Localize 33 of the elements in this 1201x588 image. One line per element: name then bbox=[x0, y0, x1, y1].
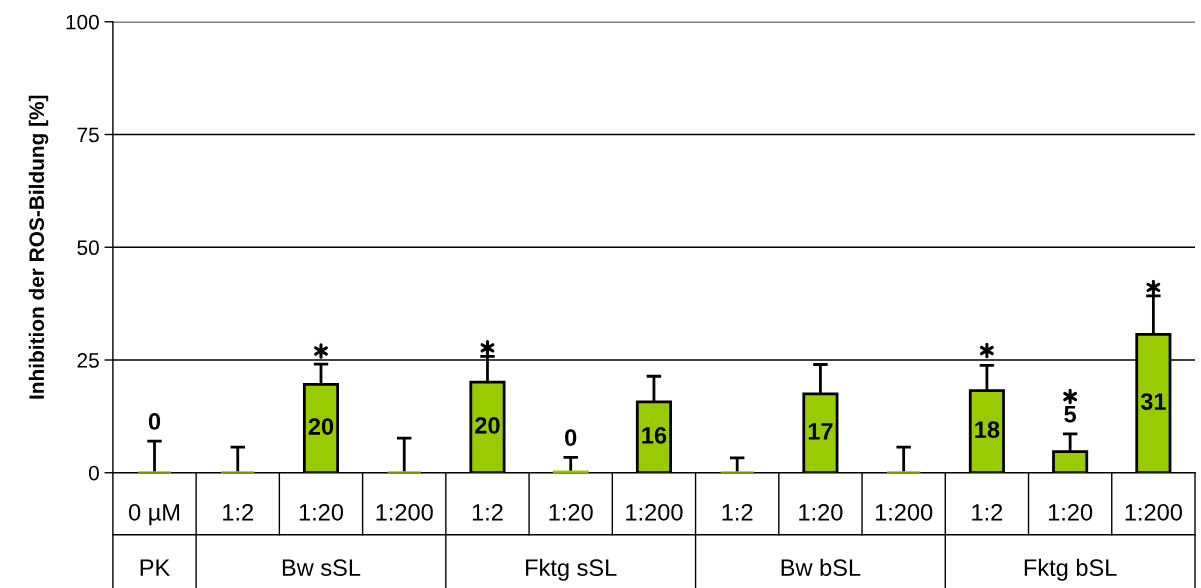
text: Bw bSL bbox=[781, 558, 861, 577]
x-tick-label: 1:2 bbox=[972, 503, 1003, 521]
x-tick-label: 0 µM bbox=[128, 503, 180, 526]
text: Fktg bSL bbox=[1024, 558, 1117, 581]
data-label: 20 bbox=[308, 418, 334, 435]
x-tick-label: 1:2 bbox=[472, 503, 503, 521]
data-label: 0 bbox=[565, 429, 577, 446]
x-tick-label: 1:200 bbox=[875, 503, 933, 521]
y-tick-label: 100 bbox=[66, 14, 99, 30]
data-label: 18 bbox=[975, 421, 1000, 439]
data-label: 20 bbox=[475, 417, 500, 434]
text: PK bbox=[140, 559, 170, 576]
data-label: 0 bbox=[148, 413, 161, 430]
x-tick-label: 1:20 bbox=[799, 503, 843, 521]
data-label: 31 bbox=[1140, 393, 1166, 410]
x-tick-label: 1:200 bbox=[376, 503, 433, 521]
data-label: 16 bbox=[642, 426, 667, 444]
x-tick-label: 1:2 bbox=[223, 503, 253, 521]
data-label: 5 bbox=[1064, 406, 1077, 423]
y-tick-label: 0 bbox=[88, 465, 99, 481]
y-tick-label: 50 bbox=[77, 240, 99, 256]
y-tick-label: 75 bbox=[77, 127, 99, 143]
x-tick-label: 1:2 bbox=[722, 503, 753, 521]
x-tick-label: 1:20 bbox=[549, 503, 593, 521]
x-tick-label: 1:200 bbox=[1125, 503, 1182, 521]
y-tick-label: 25 bbox=[77, 353, 99, 368]
x-tick-label: 1:20 bbox=[299, 503, 344, 521]
y-axis-title: Inhibition der ROS-Bildung [%] bbox=[28, 95, 49, 399]
text: Fktg sSL bbox=[526, 558, 617, 581]
data-label: 17 bbox=[808, 423, 833, 440]
text: Bw sSL bbox=[282, 559, 361, 577]
x-tick-label: 1:20 bbox=[1048, 503, 1093, 521]
x-tick-label: 1:200 bbox=[626, 503, 683, 521]
